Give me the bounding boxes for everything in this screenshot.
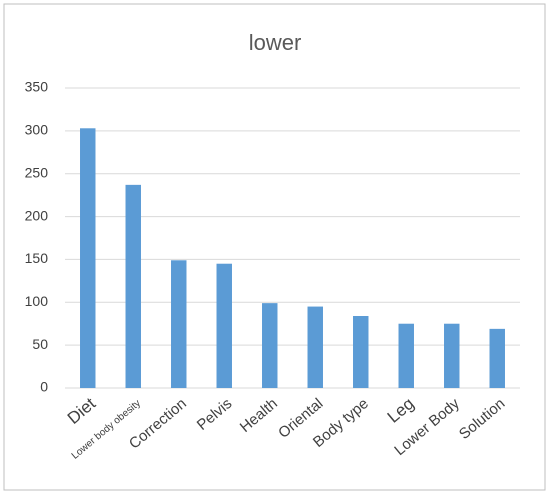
y-tick-label: 300 <box>25 122 49 138</box>
y-tick-label: 100 <box>25 293 49 309</box>
bar <box>125 184 141 388</box>
bar <box>444 323 460 388</box>
bar <box>398 323 414 388</box>
bar <box>262 303 278 388</box>
bar <box>216 263 232 388</box>
bar <box>489 328 505 388</box>
y-tick-label: 250 <box>25 164 49 180</box>
bar <box>307 306 323 388</box>
y-tick-label: 200 <box>25 207 49 223</box>
bar <box>353 316 369 388</box>
bar <box>171 260 187 388</box>
y-tick-label: 150 <box>25 250 49 266</box>
y-tick-label: 0 <box>40 379 48 395</box>
y-tick-label: 50 <box>32 336 48 352</box>
chart-title: lower <box>249 30 302 55</box>
bar <box>80 128 96 389</box>
y-tick-label: 350 <box>25 79 49 95</box>
